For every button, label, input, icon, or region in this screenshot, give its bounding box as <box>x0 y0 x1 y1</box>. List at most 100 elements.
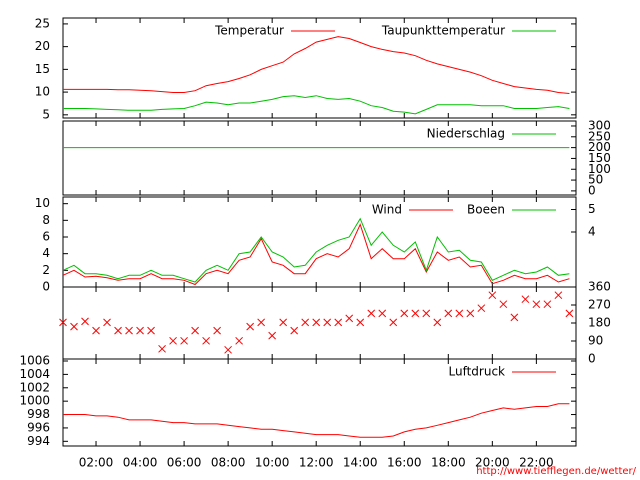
cross-stroke <box>543 300 552 309</box>
x-tick-label: 10:00 <box>255 456 290 470</box>
data-point <box>136 326 144 335</box>
cross-stroke <box>367 309 376 318</box>
data-point <box>180 336 188 345</box>
data-point <box>81 317 89 326</box>
data-point <box>59 318 67 327</box>
data-point <box>301 318 310 327</box>
data-point <box>235 336 243 345</box>
cross-stroke <box>59 318 67 327</box>
cross-stroke <box>301 318 310 327</box>
data-line <box>63 95 570 115</box>
cross-stroke <box>81 317 89 326</box>
data-point <box>488 291 497 300</box>
cross-stroke <box>334 318 343 327</box>
data-point <box>477 304 486 313</box>
data-point <box>323 318 332 327</box>
data-point <box>147 326 155 335</box>
y-tick-label: 5 <box>42 107 50 121</box>
data-point <box>290 326 299 335</box>
data-point <box>367 309 376 318</box>
y2-tick-label: 90 <box>588 334 603 348</box>
y2-tick-label: 360 <box>588 280 611 294</box>
y-tick-label: 20 <box>35 39 50 53</box>
data-point <box>466 309 475 318</box>
data-point <box>169 336 177 345</box>
cross-stroke <box>521 295 530 304</box>
x-tick-label: 12:00 <box>299 456 334 470</box>
data-point <box>422 309 431 318</box>
cross-stroke <box>378 309 387 318</box>
cross-stroke <box>147 326 155 335</box>
legend-label: Temperatur <box>214 24 284 38</box>
y-tick-label: 1002 <box>19 380 50 394</box>
cross-stroke <box>257 318 266 327</box>
y2-tick-label: 50 <box>588 173 603 187</box>
cross-stroke <box>246 322 254 331</box>
legend-label: Wind <box>372 203 402 217</box>
y-tick-label: 1000 <box>19 394 50 408</box>
y-tick-label: 2 <box>42 263 50 277</box>
data-point <box>92 326 100 335</box>
data-line <box>62 223 570 286</box>
legend-label: Taupunkttemperatur <box>381 24 505 38</box>
data-point <box>356 318 365 327</box>
data-point <box>334 318 343 327</box>
data-point <box>444 309 453 318</box>
x-tick-label: 16:00 <box>387 456 422 470</box>
cross-stroke <box>488 291 497 300</box>
x-tick-label: 06:00 <box>167 456 202 470</box>
x-tick-label: 04:00 <box>123 456 158 470</box>
y-tick-label: 15 <box>35 62 50 76</box>
data-point <box>224 345 232 354</box>
cross-stroke <box>389 318 398 327</box>
data-point <box>191 326 199 335</box>
cross-stroke <box>565 309 574 318</box>
y2-tick-label: 4 <box>588 225 596 239</box>
cross-stroke <box>411 309 420 318</box>
data-point <box>389 318 398 327</box>
legend-label: Luftdruck <box>448 365 505 379</box>
cross-stroke <box>554 291 563 300</box>
y-tick-label: 4 <box>42 246 50 260</box>
data-point <box>268 331 277 340</box>
data-point <box>510 313 519 322</box>
cross-stroke <box>158 344 166 353</box>
x-tick-label: 02:00 <box>79 456 114 470</box>
data-point <box>103 318 111 327</box>
data-point <box>312 318 321 327</box>
cross-stroke <box>279 318 288 327</box>
y2-tick-label: 200 <box>588 140 611 154</box>
data-point <box>554 291 563 300</box>
data-point <box>400 309 409 318</box>
y2-tick-label: 0 <box>588 183 596 197</box>
cross-stroke <box>466 309 475 318</box>
data-line <box>62 217 570 283</box>
cross-stroke <box>169 336 177 345</box>
cross-stroke <box>532 300 541 309</box>
cross-stroke <box>499 300 508 309</box>
y2-tick-label: 180 <box>588 316 611 330</box>
y2-tick-label: 100 <box>588 162 611 176</box>
footer-link: http://www.tiefflegen.de/wetter/ <box>476 466 636 477</box>
y-tick-label: 998 <box>27 407 50 421</box>
data-point <box>565 309 574 318</box>
y2-tick-label: 150 <box>588 151 611 165</box>
data-point <box>532 300 541 309</box>
data-point <box>378 309 387 318</box>
cross-stroke <box>356 318 365 327</box>
data-point <box>257 318 266 327</box>
y2-tick-label: 5 <box>588 202 596 216</box>
data-point <box>202 336 210 345</box>
cross-stroke <box>510 313 519 322</box>
data-line <box>63 36 570 94</box>
cross-stroke <box>202 336 210 345</box>
data-point <box>411 309 420 318</box>
data-point <box>345 314 354 323</box>
cross-stroke <box>235 336 243 345</box>
cross-stroke <box>125 326 133 335</box>
data-line <box>63 403 570 438</box>
y-tick-label: 994 <box>27 434 50 448</box>
y-tick-label: 25 <box>35 16 50 30</box>
data-point <box>213 326 221 335</box>
